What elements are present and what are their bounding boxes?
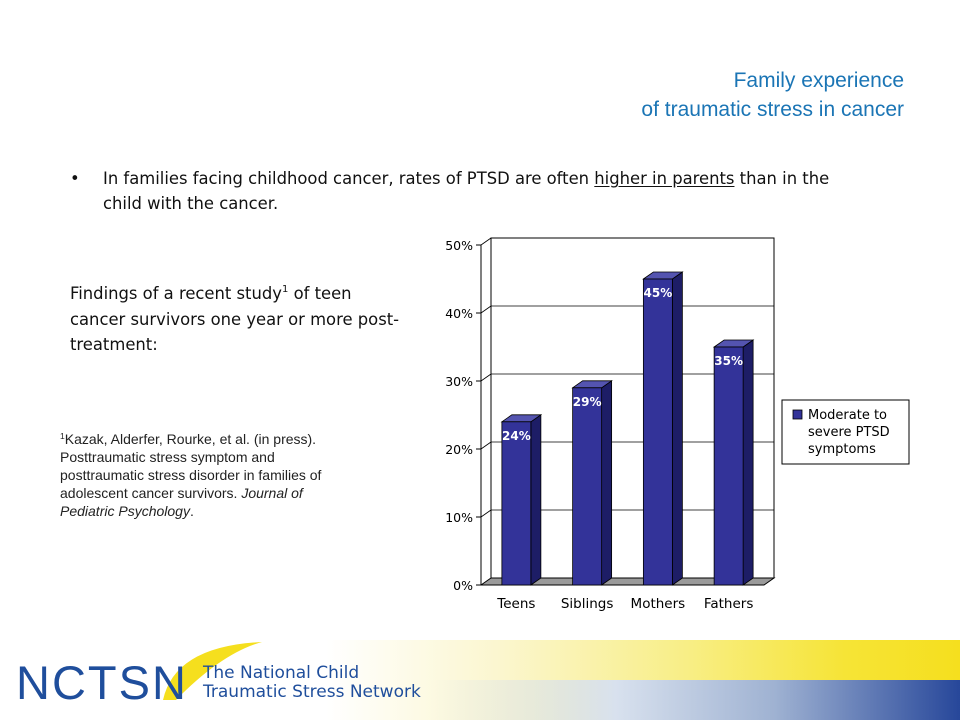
legend-label: symptoms bbox=[808, 442, 876, 457]
bar-data-label: 29% bbox=[573, 395, 602, 409]
organization-name-line-2: Traumatic Stress Network bbox=[203, 682, 421, 702]
organization-name-line-1: The National Child bbox=[203, 663, 360, 683]
y-tick-label: 20% bbox=[445, 442, 473, 457]
y-tick-label: 10% bbox=[445, 510, 473, 525]
bullet-marker: • bbox=[70, 169, 80, 188]
slide-title-line-1: Family experience bbox=[733, 69, 904, 92]
y-tick-label: 0% bbox=[453, 578, 473, 593]
x-tick-label: Fathers bbox=[704, 596, 754, 612]
findings-footnote-marker: 1 bbox=[281, 284, 289, 295]
bullet-text-underlined: higher in parents bbox=[594, 169, 735, 188]
bar bbox=[572, 387, 603, 586]
gridline-diagonal bbox=[480, 373, 492, 382]
findings-text: Findings of a recent study1 of teen canc… bbox=[70, 281, 400, 358]
citation-end: . bbox=[189, 503, 194, 519]
bar bbox=[501, 421, 532, 586]
findings-text-end: of teen cancer survivors one year or mor… bbox=[70, 284, 400, 354]
x-tick-label: Teens bbox=[496, 596, 535, 612]
legend-label: Moderate to bbox=[808, 408, 887, 423]
legend-swatch bbox=[792, 409, 803, 420]
y-tick-label: 30% bbox=[445, 374, 473, 389]
bar bbox=[713, 346, 744, 586]
bar-data-label: 24% bbox=[502, 429, 531, 443]
bullet-point: • In families facing childhood cancer, r… bbox=[70, 166, 830, 216]
citation-footnote-marker: 1 bbox=[60, 431, 65, 441]
citation: 1Kazak, Alderfer, Rourke, et al. (in pre… bbox=[60, 430, 350, 520]
nctsn-logo: NCTSN bbox=[16, 656, 188, 709]
bullet-text-start: In families facing childhood cancer, rat… bbox=[103, 169, 595, 188]
findings-text-start: Findings of a recent study bbox=[70, 284, 282, 303]
citation-journal: Journal of Pediatric Psychology bbox=[60, 485, 303, 519]
bullet-text: In families facing childhood cancer, rat… bbox=[103, 166, 830, 216]
slide-title-line-2: of traumatic stress in cancer bbox=[641, 98, 904, 121]
gridline-diagonal bbox=[480, 509, 492, 518]
gridline-diagonal bbox=[480, 441, 492, 450]
citation-authors: Kazak, Alderfer, Rourke, et al. (in pres… bbox=[60, 431, 322, 501]
legend-box bbox=[781, 399, 910, 465]
legend-label: severe PTSD bbox=[808, 425, 890, 440]
y-tick-label: 40% bbox=[445, 306, 473, 321]
bar bbox=[642, 278, 673, 586]
x-tick-label: Mothers bbox=[631, 596, 686, 612]
gridline-diagonal bbox=[480, 237, 492, 246]
footer-blue-gradient bbox=[430, 680, 960, 720]
slide-title: Family experience of traumatic stress in… bbox=[641, 66, 904, 124]
organization-name: The National Child Traumatic Stress Netw… bbox=[203, 664, 421, 702]
gridline-diagonal bbox=[480, 305, 492, 314]
bar-data-label: 35% bbox=[714, 354, 743, 368]
bar-data-label: 45% bbox=[644, 286, 673, 300]
ptsd-bar-chart: 0% 10% 20% 30% 40% 50% 24% Teens 29% Siblings 45% M… bbox=[445, 237, 910, 612]
y-tick-label: 50% bbox=[445, 238, 473, 253]
bullet-text-end: than in the child with the cancer. bbox=[103, 169, 830, 213]
x-tick-label: Siblings bbox=[561, 596, 614, 612]
